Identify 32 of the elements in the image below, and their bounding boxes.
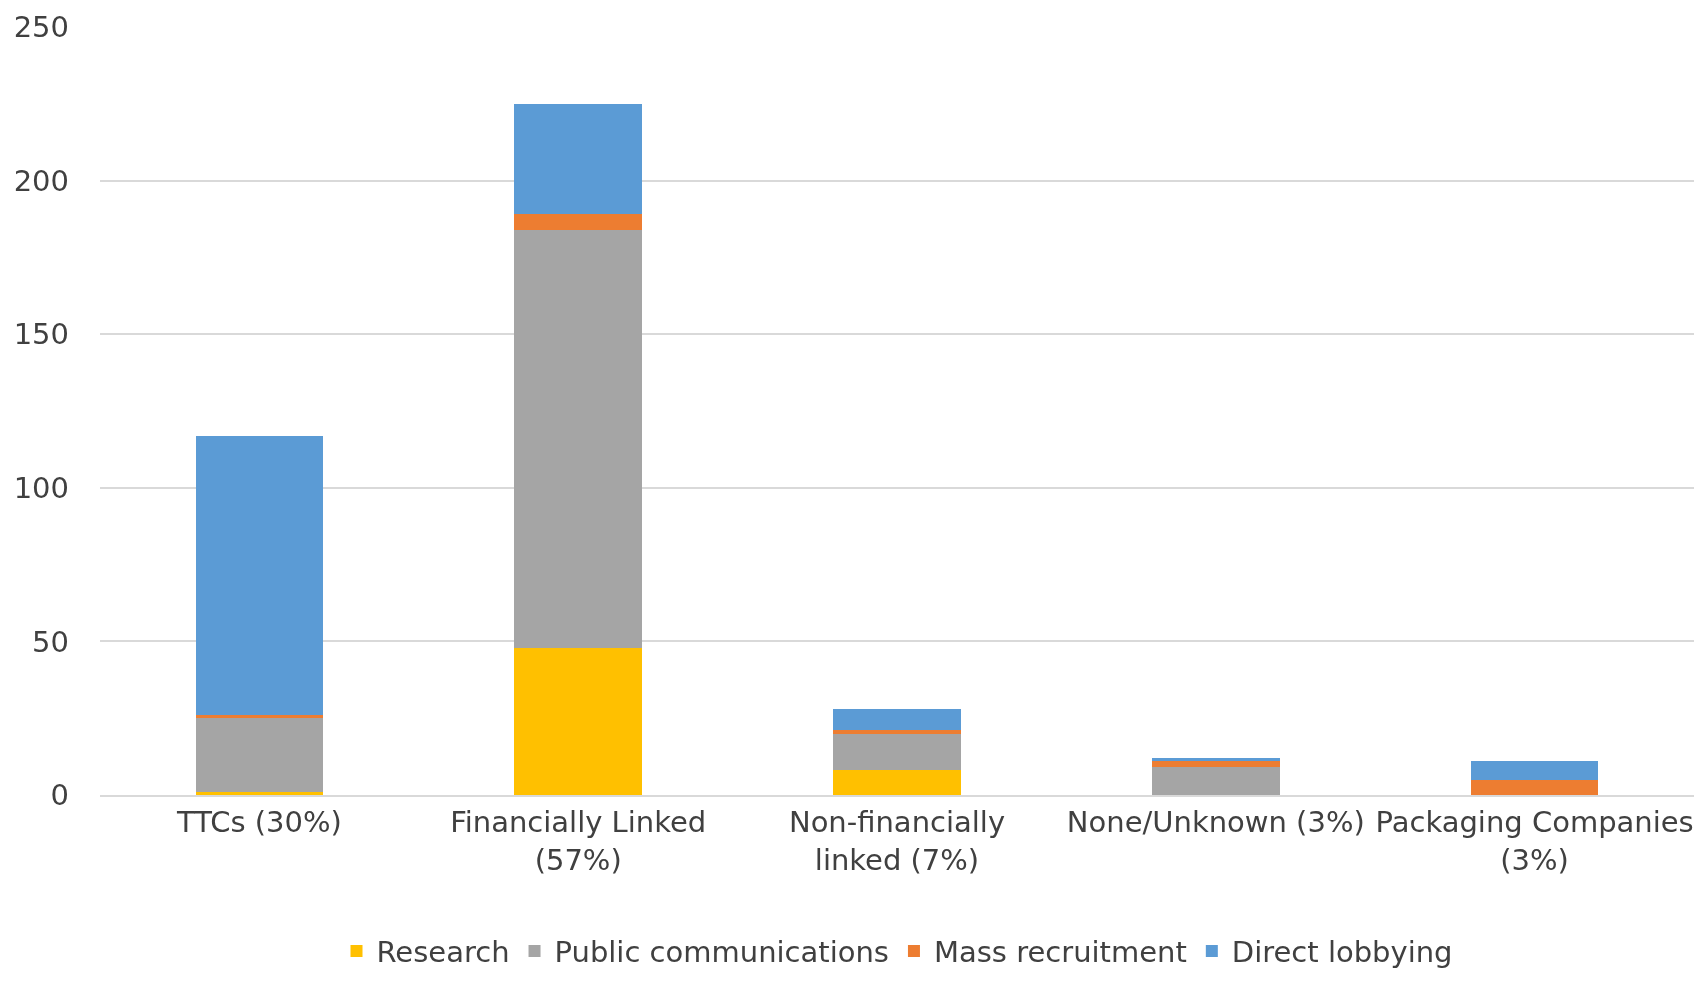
- bar: [195, 718, 324, 792]
- bar: [195, 435, 324, 716]
- bar: [514, 103, 642, 215]
- y-tick-label: 50: [32, 624, 69, 659]
- bar: [833, 730, 961, 734]
- bar: [195, 715, 324, 719]
- x-tick-label: Financially Linked (57%): [450, 804, 707, 877]
- x-tick-label: TTCs (30%): [175, 804, 342, 839]
- legend-label: Research: [376, 935, 510, 970]
- y-tick-label: 250: [13, 10, 69, 45]
- bar: [514, 229, 642, 648]
- y-tick-label: 100: [13, 470, 69, 505]
- bar: [195, 791, 324, 795]
- y-tick-label: 0: [50, 778, 69, 813]
- legend-label: Mass recruitment: [933, 935, 1187, 970]
- bar: [833, 770, 961, 795]
- y-tick-label: 150: [13, 317, 69, 352]
- y-tick-label: 200: [13, 163, 69, 198]
- legend-label: Direct lobbying: [1231, 935, 1453, 970]
- bar: [1152, 767, 1280, 795]
- bar: [514, 214, 642, 230]
- bar: [1470, 761, 1599, 780]
- x-tick-label: None/Unknown (3%): [1066, 804, 1365, 839]
- bar: [833, 708, 961, 731]
- bar: [1152, 758, 1280, 762]
- x-tick-label: Packaging Companies (3%): [1375, 804, 1694, 877]
- bar: [1470, 779, 1599, 795]
- bar: [514, 647, 642, 795]
- legend-label: Public communications: [554, 935, 889, 970]
- bar: [1152, 761, 1280, 768]
- bar: [833, 733, 961, 771]
- x-tick-label: Non-financially linked (7%): [788, 804, 1006, 877]
